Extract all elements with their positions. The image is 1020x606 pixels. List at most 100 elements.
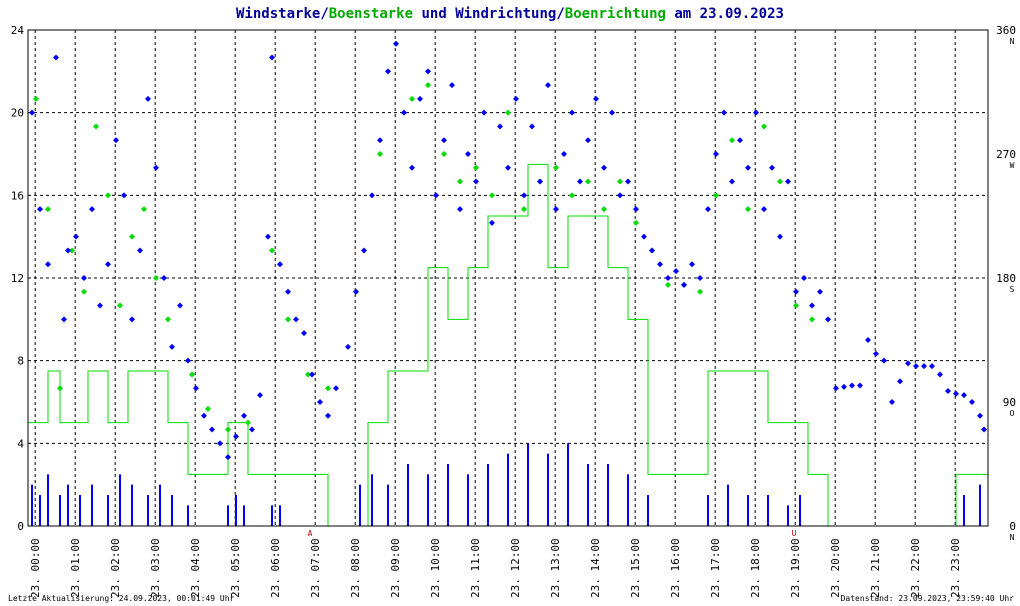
wind-direction-point <box>981 426 987 433</box>
wind-direction-point <box>409 164 415 171</box>
wind-direction-point <box>777 233 783 240</box>
wind-direction-point <box>45 261 51 268</box>
wind-direction-point <box>325 412 331 419</box>
gust-direction-point <box>165 316 171 323</box>
wind-direction-point <box>293 316 299 323</box>
wind-direction-point <box>825 316 831 323</box>
gust-direction-point <box>457 178 463 185</box>
wind-direction-point <box>817 288 823 295</box>
wind-direction-point <box>705 206 711 213</box>
wind-direction-point <box>265 233 271 240</box>
wind-direction-point <box>465 151 471 157</box>
gust-direction-point <box>105 192 111 199</box>
wind-direction-point <box>537 178 543 185</box>
gust-direction-point <box>225 426 231 433</box>
wind-direction-point <box>569 109 575 116</box>
x-tick-label: 23. 01:00 <box>69 538 82 598</box>
wind-direction-point <box>929 363 935 370</box>
wind-direction-point <box>721 109 727 116</box>
wind-direction-point <box>385 68 391 75</box>
wind-direction-point <box>209 426 215 433</box>
title-date: am 23.09.2023 <box>666 6 784 22</box>
wind-direction-point <box>65 247 71 254</box>
x-tick-label: 23. 08:00 <box>349 538 362 598</box>
wind-direction-point <box>873 350 879 357</box>
y-tick-label: 4 <box>17 437 24 450</box>
x-tick-label: 23. 07:00 <box>309 538 322 598</box>
x-tick-label: 23. 11:00 <box>469 538 482 598</box>
wind-direction-point <box>89 206 95 213</box>
gust-direction-point <box>189 371 195 378</box>
wind-direction-point <box>97 302 103 309</box>
y2-tick-label: 0 <box>1009 520 1016 533</box>
wind-direction-point <box>761 206 767 213</box>
wind-direction-point <box>333 385 339 392</box>
wind-direction-point <box>945 387 951 394</box>
x-tick-label: 23. 09:00 <box>389 538 402 598</box>
gust-direction-point <box>521 206 527 213</box>
gust-direction-point <box>697 288 703 295</box>
wind-direction-point <box>905 360 911 367</box>
wind-direction-point <box>809 302 815 309</box>
x-tick-label: 23. 00:00 <box>29 538 42 598</box>
x-tick-label: 23. 06:00 <box>269 538 282 598</box>
wind-direction-point <box>169 343 175 350</box>
wind-direction-point <box>73 233 79 240</box>
wind-direction-point <box>769 164 775 171</box>
x-tick-label: 23. 19:00 <box>789 538 802 598</box>
gust-direction-point <box>45 206 51 213</box>
wind-direction-point <box>889 399 895 405</box>
y-tick-label: 12 <box>11 272 24 285</box>
title-windrichtung: Windrichtung <box>455 6 556 22</box>
gust-direction-point <box>553 164 559 171</box>
wind-direction-point <box>577 178 583 185</box>
wind-direction-point <box>425 68 431 75</box>
wind-direction-point <box>897 378 903 385</box>
y-tick-label: 8 <box>17 355 24 368</box>
wind-direction-point <box>841 383 847 390</box>
grid <box>28 30 988 526</box>
gust-direction-point <box>809 316 815 323</box>
wind-direction-point <box>801 275 807 281</box>
wind-direction-point <box>657 261 663 268</box>
x-tick-label: 23. 22:00 <box>909 538 922 598</box>
wind-direction-point <box>641 233 647 240</box>
x-tick-label: 23. 23:00 <box>949 538 962 598</box>
wind-direction-point <box>545 82 551 89</box>
wind-direction-point <box>561 151 567 157</box>
gust-direction-point <box>793 302 799 309</box>
x-tick-label: 23. 21:00 <box>869 538 882 598</box>
wind-direction-point <box>457 206 463 213</box>
gust-direction-point <box>617 178 623 185</box>
wind-direction-point <box>257 392 263 399</box>
wind-direction-point <box>737 137 743 144</box>
wind-direction-point <box>681 281 687 288</box>
gust-direction-point <box>117 302 123 309</box>
wind-direction-point <box>309 371 315 378</box>
x-tick-label: 23. 02:00 <box>109 538 122 598</box>
wind-direction-point <box>61 316 67 323</box>
wind-direction-point <box>129 316 135 323</box>
wind-direction-point <box>617 192 623 199</box>
wind-direction-point <box>833 385 839 392</box>
wind-direction-point <box>505 164 511 171</box>
wind-direction-point <box>625 178 631 185</box>
wind-direction-point <box>697 275 703 281</box>
x-tick-label: 23. 04:00 <box>189 538 202 598</box>
gust-direction-point <box>729 137 735 144</box>
gust-direction-point <box>245 419 251 426</box>
title-windstarke: Windstarke <box>236 6 320 22</box>
wind-direction-point <box>953 390 959 397</box>
wind-direction-point <box>913 363 919 370</box>
wind-direction-point <box>53 54 59 61</box>
y2-direction-label: O <box>1010 409 1015 418</box>
x-tick-label: 23. 20:00 <box>829 538 842 598</box>
wind-direction-point <box>217 440 223 447</box>
gust-direction-point <box>33 95 39 102</box>
wind-direction-point <box>81 275 87 281</box>
x-tick-label: 23. 12:00 <box>509 538 522 598</box>
wind-direction-point <box>121 192 127 199</box>
gust-direction-point <box>93 123 99 130</box>
wind-direction-point <box>393 40 399 47</box>
